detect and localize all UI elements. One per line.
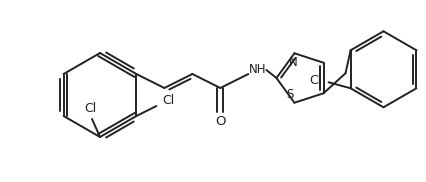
Text: NH: NH: [249, 64, 266, 76]
Text: O: O: [215, 116, 226, 128]
Text: N: N: [289, 56, 298, 69]
Text: Cl: Cl: [162, 94, 175, 108]
Text: S: S: [286, 88, 293, 101]
Text: Cl: Cl: [84, 102, 96, 116]
Text: Cl: Cl: [309, 74, 322, 87]
